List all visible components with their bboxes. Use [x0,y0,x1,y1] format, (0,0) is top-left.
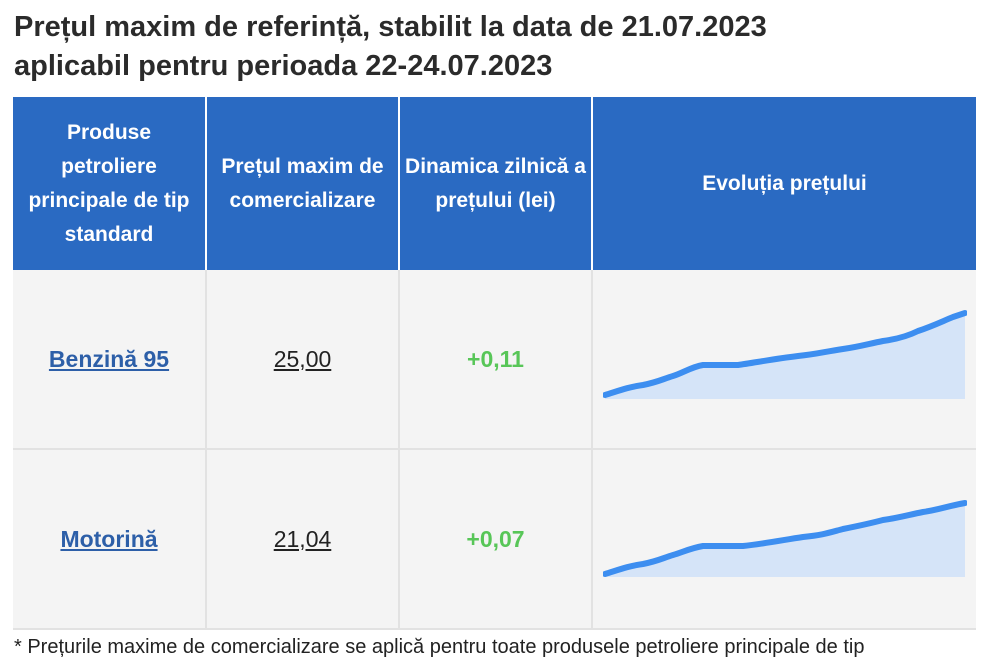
dynamics-cell: +0,07 [399,449,593,630]
evolution-cell [592,449,976,630]
dynamics-value-benzina-95: +0,11 [467,345,524,372]
sparkline-area [604,313,965,399]
evolution-cell [592,270,976,450]
product-cell: Motorină [13,449,207,630]
sparkline-line [602,500,967,577]
sparkline-benzina-95 [602,310,967,399]
sparkline-motorina [602,500,967,577]
price-cell: 25,00 [206,270,400,450]
table-header-row: Produse petroliere principale de tip sta… [13,97,976,270]
header-daily-dynamics: Dinamica zilnică a prețului (lei) [399,97,593,270]
price-cell: 21,04 [206,449,400,630]
header-max-price: Prețul maxim de comercializare [206,97,400,270]
price-link-motorina[interactable]: 21,04 [273,525,332,552]
sparkline-line [602,310,967,398]
page-title: Prețul maxim de referință, stabilit la d… [14,8,994,86]
price-link-benzina-95[interactable]: 25,00 [273,345,332,372]
header-products: Produse petroliere principale de tip sta… [13,97,207,270]
table-row: Motorină 21,04 +0,07 [13,449,976,630]
title-line-2: aplicabil pentru perioada 22-24.07.2023 [14,50,553,82]
dynamics-value-motorina: +0,07 [466,525,525,552]
dynamics-cell: +0,11 [399,270,593,450]
product-link-benzina-95[interactable]: Benzină 95 [48,345,170,372]
product-link-motorina[interactable]: Motorină [60,525,158,552]
price-table: Produse petroliere principale de tip sta… [13,97,976,630]
title-line-1: Prețul maxim de referință, stabilit la d… [14,11,767,43]
product-cell: Benzină 95 [13,270,207,450]
table-row: Benzină 95 25,00 +0,11 [13,270,976,450]
header-price-evolution: Evoluția prețului [592,97,976,270]
